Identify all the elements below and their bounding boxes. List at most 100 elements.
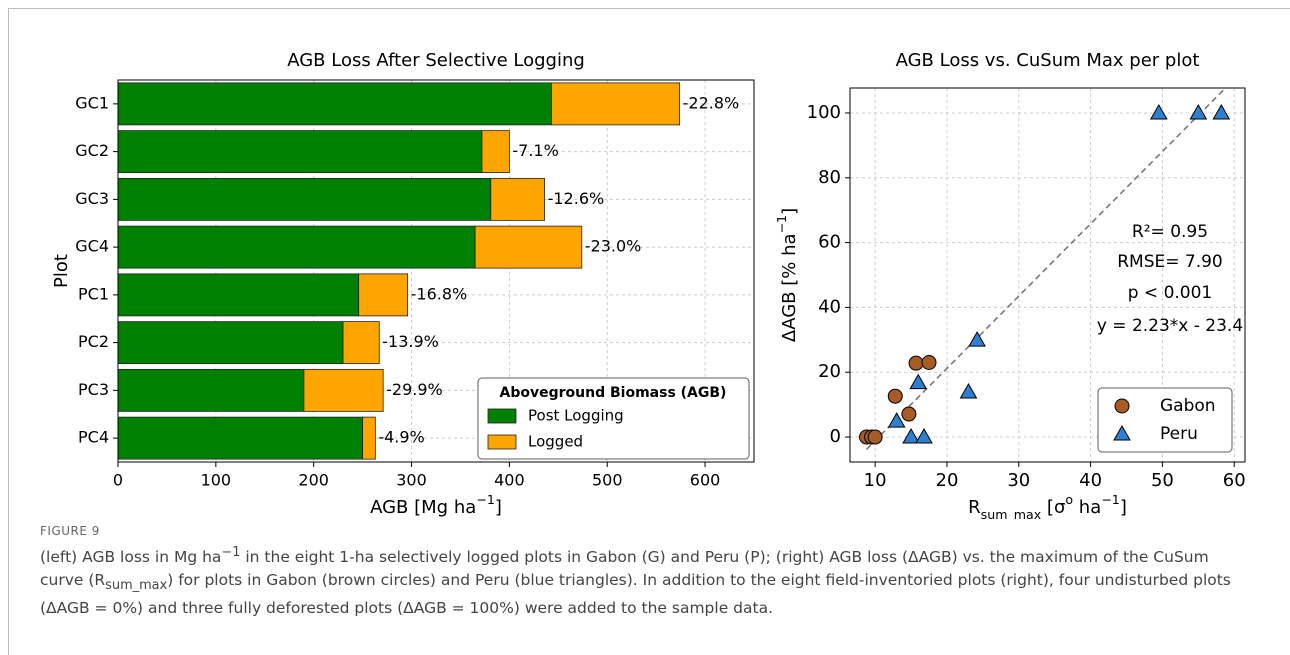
point [1212,103,1231,120]
x-tick-label: 100 [201,471,232,490]
x-axis-label-part: ] [495,497,502,518]
annotation: p < 0.001 [1128,283,1213,303]
x-axis-label-part: R [968,497,981,518]
caption-part: sum_max [105,578,168,594]
x-tick-label: 30 [1007,470,1030,491]
bar [342,321,380,365]
chart-title: AGB Loss After Selective Logging [287,50,585,71]
legend-label: Gabon [1160,396,1216,416]
bar-label: -4.9% [378,428,424,447]
annotation: y = 2.23*x - 23.4 [1097,316,1243,336]
y-axis-label: Plot [51,254,72,288]
caption-part: in the eight 1-ha selectively logged plo… [40,548,1209,590]
y-tick-label: PC2 [78,332,109,351]
x-tick-label: 400 [494,471,525,490]
bar [117,130,483,174]
x-tick-label: 40 [1079,470,1102,491]
x-tick-label: 20 [936,470,959,491]
bar-label: -23.0% [585,237,642,256]
point [908,355,924,371]
point [867,429,883,445]
y-tick-label: PC4 [78,428,109,447]
x-axis-label-part: ] [1120,497,1127,518]
bar [481,130,510,174]
x-axis-label-part: [σ [1041,497,1065,518]
x-tick-label: 500 [592,471,623,490]
point [887,388,903,404]
bar [551,82,681,126]
y-tick-label: 60 [818,232,841,253]
x-tick-label: 60 [1223,470,1246,491]
bar [117,368,305,412]
bar [117,82,552,126]
point [887,412,906,428]
legend-label: Peru [1160,424,1198,444]
point [959,382,978,399]
x-axis-label-part: o [1065,492,1073,507]
point [921,355,937,371]
bar-label: -7.1% [512,141,558,160]
x-axis-label-part: sum_max [981,507,1042,520]
y-tick-label: PC3 [78,380,109,399]
bar-label: -12.6% [548,189,605,208]
x-tick-label: 50 [1151,470,1174,491]
legend-swatch [487,408,517,424]
bar [303,368,384,412]
point [1189,103,1208,120]
x-tick-label: 200 [298,471,329,490]
x-axis-label: AGB [Mg ha−1] [370,492,502,518]
point [968,331,986,347]
x-axis-label-part: −1 [476,492,495,507]
bar [490,177,546,221]
y-tick-label: GC4 [75,237,109,256]
point [901,406,917,422]
legend-label: Logged [528,433,583,451]
y-tick-label: 100 [807,102,841,123]
y-tick-label: 80 [818,167,841,188]
y-tick-label: 20 [818,361,841,382]
legend-box [477,377,750,460]
y-axis-label-part: ΔAGB [% ha [779,233,800,342]
y-tick-label: GC3 [75,189,109,208]
legend-label: Post Logging [528,407,624,425]
x-axis-label-part: −1 [1101,492,1120,507]
chart-title: AGB Loss vs. CuSum Max per plot [896,50,1200,71]
annotation: RMSE= 7.90 [1117,252,1223,272]
bar [117,321,344,365]
caption-part: −1 [221,545,241,560]
point [909,373,928,390]
point [902,428,920,444]
plot-frame [117,79,755,463]
y-tick-label: GC1 [75,93,109,112]
legend-marker [1113,424,1131,441]
bar [358,273,409,317]
y-tick-label: 40 [818,296,841,317]
x-tick-label: 300 [396,471,427,490]
caption-part: (left) AGB loss in Mg ha [40,548,222,567]
x-tick-label: 10 [864,470,887,491]
y-tick-label: PC1 [78,284,109,303]
x-axis-label-part: AGB [Mg ha [370,497,476,518]
legend-marker [1114,398,1130,414]
point [915,428,933,444]
bar-label: -13.9% [382,332,439,351]
bar [117,273,360,317]
figure-frame [8,8,1290,655]
plot-frame [849,87,1246,463]
figure-label: FIGURE 9 [40,524,100,538]
legend-swatch [487,434,517,450]
y-tick-label: GC2 [75,141,109,160]
bar [117,416,364,460]
bar [117,177,492,221]
fit-line [865,89,1225,450]
x-tick-label: 0 [113,471,123,490]
bar-label: -22.8% [683,93,740,112]
bar [117,225,476,269]
bar [362,416,376,460]
x-axis-label-part: ha [1073,497,1101,518]
annotation: R²= 0.95 [1132,222,1208,242]
bar-label: -16.8% [411,284,468,303]
y-tick-label: 0 [830,426,841,447]
y-axis-label-part: ] [779,208,800,215]
